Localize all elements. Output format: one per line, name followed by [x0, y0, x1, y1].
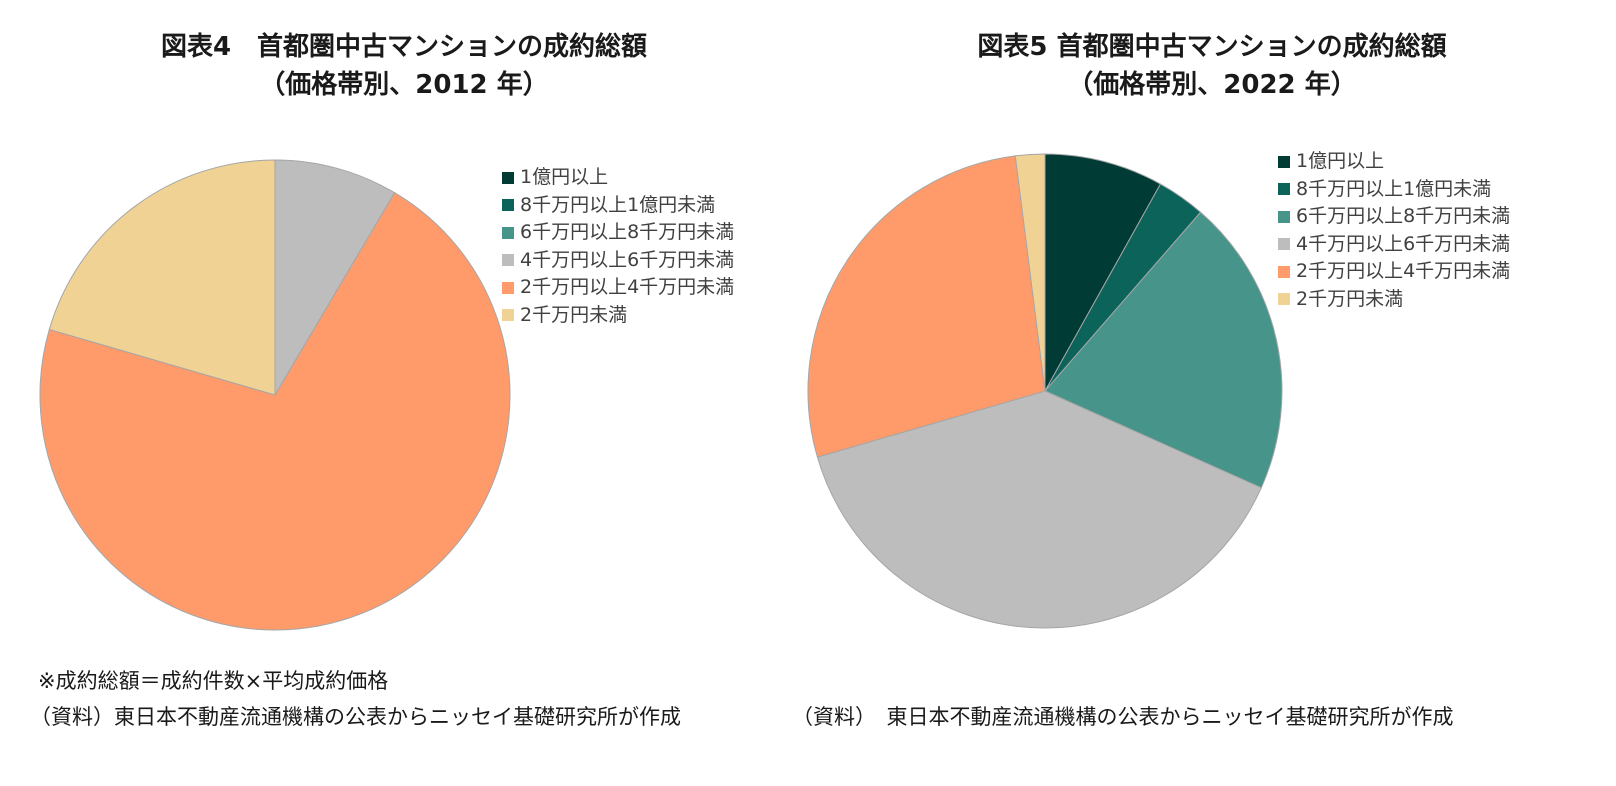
chart-legend: 1億円以上 8千万円以上1億円未満 6千万円以上8千万円未満 4千万円以上6千万円未満…	[1278, 148, 1510, 313]
chart-subtitle: （価格帯別、2022 年）	[1067, 70, 1357, 100]
pie-slice	[1014, 153, 1046, 392]
legend-label: 8千万円以上1億円未満	[520, 193, 716, 216]
legend-label: 1億円以上	[520, 166, 609, 188]
legend-swatch	[502, 309, 514, 322]
legend-item: 2千万円以上4千万円未満	[1278, 258, 1510, 286]
pie-slice	[48, 159, 276, 396]
chart-legend: 1億円以上 8千万円以上1億円未満 6千万円以上8千万円未満 4千万円以上6千万円未満…	[502, 164, 734, 329]
footnote: ※成約総額＝成約件数×平均成約価格	[38, 669, 389, 693]
legend-item: 2千万円未満	[1278, 286, 1510, 314]
legend-item: 2千万円以上4千万円未満	[502, 274, 734, 302]
legend-swatch	[1278, 183, 1290, 196]
legend-label: 2千万円未満	[1296, 287, 1404, 310]
legend-swatch	[502, 226, 514, 239]
legend-swatch	[1278, 210, 1290, 223]
pie-slice	[1044, 153, 1162, 393]
pie-chart-2012	[39, 159, 511, 631]
legend-item: 2千万円未満	[502, 302, 734, 330]
pie-slice	[807, 155, 1046, 458]
legend-item: 1億円以上	[502, 164, 734, 192]
chart-title: 図表4 首都圏中古マンションの成約総額 （価格帯別、2012 年）	[0, 28, 808, 104]
legend-label: 2千万円以上4千万円未満	[1296, 260, 1511, 282]
pie-slice	[39, 192, 511, 631]
chart-title: 図表5 首都圏中古マンションの成約総額 （価格帯別、2022 年）	[808, 28, 1616, 104]
pie-slice	[1044, 211, 1283, 489]
legend-swatch	[502, 281, 514, 294]
legend-label: 4千万円以上6千万円未満	[1296, 232, 1511, 255]
legend-item: 6千万円以上8千万円未満	[1278, 203, 1510, 231]
chart-panel-2022: 図表5 首都圏中古マンションの成約総額 （価格帯別、2022 年） 1億円以上 8…	[792, 0, 1616, 786]
legend-item: 1億円以上	[1278, 148, 1510, 176]
legend-label: 2千万円未満	[520, 303, 628, 326]
legend-item: 8千万円以上1億円未満	[1278, 176, 1510, 204]
legend-swatch	[502, 199, 514, 212]
chart-title-main: 図表5 首都圏中古マンションの成約総額	[977, 32, 1447, 62]
chart-subtitle: （価格帯別、2012 年）	[259, 70, 549, 100]
source-note: （資料）東日本不動産流通機構の公表からニッセイ基礎研究所が作成	[30, 705, 681, 729]
legend-label: 2千万円以上4千万円未満	[520, 276, 735, 298]
source-note: （資料） 東日本不動産流通機構の公表からニッセイ基礎研究所が作成	[792, 705, 1454, 729]
chart-title-main: 図表4 首都圏中古マンションの成約総額	[160, 32, 648, 62]
legend-item: 4千万円以上6千万円未満	[502, 247, 734, 275]
legend-label: 1億円以上	[1296, 150, 1385, 172]
pie-slice	[274, 159, 396, 397]
legend-swatch	[1278, 155, 1290, 168]
legend-item: 6千万円以上8千万円未満	[502, 219, 734, 247]
legend-label: 6千万円以上8千万円未満	[520, 221, 735, 243]
legend-swatch	[1278, 293, 1290, 306]
chart-panel-2012: 図表4 首都圏中古マンションの成約総額 （価格帯別、2012 年） 1億円以上 8…	[0, 28, 808, 729]
pie-slice	[816, 390, 1262, 629]
legend-swatch	[502, 254, 514, 267]
legend-item: 4千万円以上6千万円未満	[1278, 231, 1510, 259]
pie-chart-2022	[807, 153, 1283, 629]
legend-label: 6千万円以上8千万円未満	[1296, 205, 1511, 227]
legend-item: 8千万円以上1億円未満	[502, 192, 734, 220]
legend-swatch	[1278, 238, 1290, 251]
legend-swatch	[1278, 265, 1290, 278]
legend-swatch	[502, 171, 514, 184]
legend-label: 8千万円以上1億円未満	[1296, 177, 1492, 200]
legend-label: 4千万円以上6千万円未満	[520, 248, 735, 271]
